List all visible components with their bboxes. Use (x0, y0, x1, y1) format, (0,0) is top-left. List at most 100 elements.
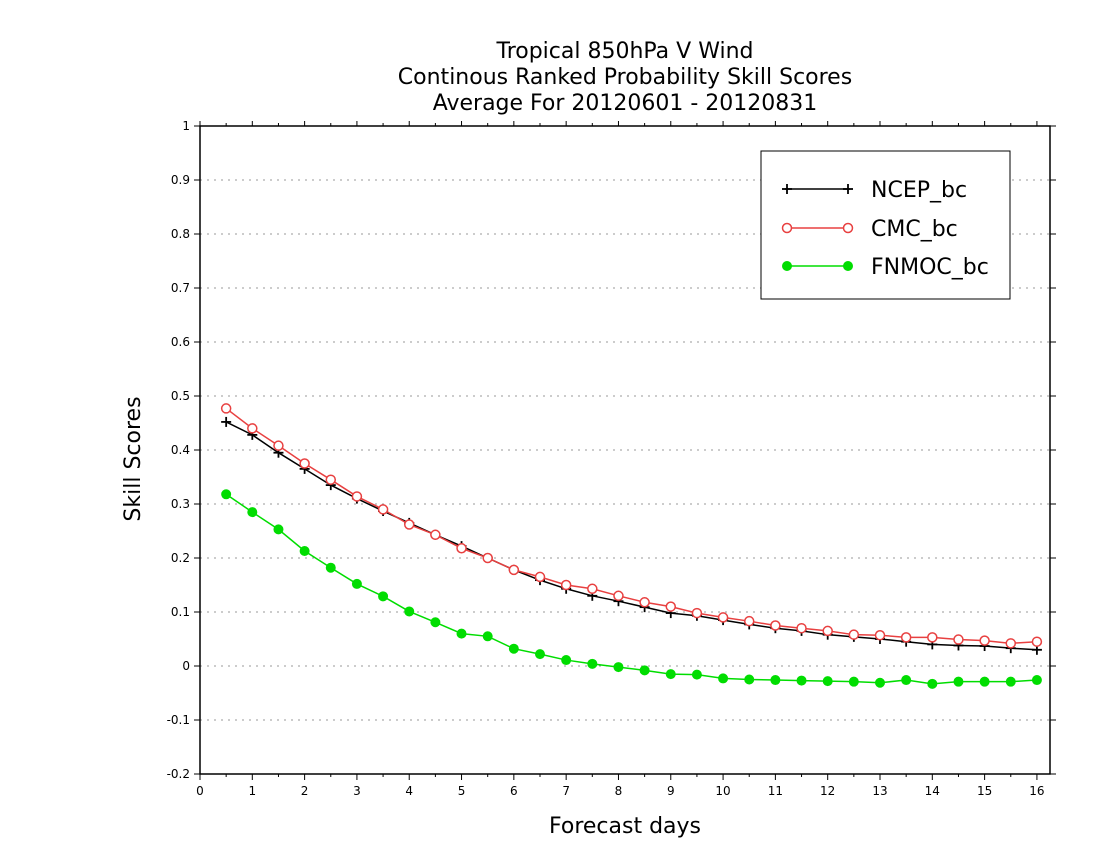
data-point-cmc-bc (743, 615, 755, 627)
legend-label-fnmoc-bc: FNMOC_bc (871, 255, 989, 280)
legend: NCEP_bc CMC_bc FNMOC_bc (760, 150, 1011, 300)
data-point-cmc-bc (822, 625, 833, 637)
data-point-fnmoc-bc (691, 669, 702, 680)
x-tick-label: 12 (820, 784, 835, 798)
data-point-cmc-bc (927, 632, 938, 643)
data-point-cmc-bc (220, 403, 232, 414)
data-point-fnmoc-bc (587, 658, 598, 669)
data-point-fnmoc-bc (535, 649, 545, 660)
data-point-cmc-bc (717, 612, 729, 623)
series-line-ncep-bc (225, 421, 1037, 651)
data-point-fnmoc-bc (822, 676, 833, 687)
data-point-cmc-bc (351, 491, 363, 502)
series-line-fnmoc-bc (225, 493, 1037, 685)
data-point-cmc-bc (900, 632, 912, 643)
chart-title-line-1: Tropical 850hPa V Wind (495, 39, 753, 64)
data-point-cmc-bc (1005, 638, 1017, 649)
y-tick-label: 0.5 (171, 389, 190, 403)
x-tick-label: 10 (715, 784, 730, 798)
data-point-cmc-bc (1031, 636, 1043, 647)
data-point-fnmoc-bc (770, 675, 781, 686)
data-point-fnmoc-bc (718, 673, 729, 684)
data-point-fnmoc-bc (299, 545, 310, 556)
data-point-ncep-bc (221, 416, 232, 427)
y-tick-label: 1 (182, 119, 190, 133)
grid-lines (200, 179, 1050, 721)
y-tick-label: 0.4 (171, 443, 190, 457)
data-point-fnmoc-bc (979, 676, 990, 687)
data-point-fnmoc-bc (273, 524, 284, 535)
tick-labels: -0.2-0.100.10.20.30.40.50.60.70.80.910 1 2… (167, 119, 1056, 798)
series-fnmoc-bc (221, 489, 1042, 689)
series (220, 403, 1043, 689)
data-point-cmc-bc (299, 458, 310, 469)
x-tick-label: 4 (405, 784, 413, 798)
data-point-cmc-bc (953, 634, 964, 645)
legend-label-ncep-bc: NCEP_bc (871, 178, 967, 203)
chart-title-line-3: Average For 20120601 - 20120831 (433, 91, 818, 116)
data-point-cmc-bc (665, 601, 677, 612)
data-point-fnmoc-bc (482, 631, 493, 642)
data-point-cmc-bc (979, 635, 990, 646)
data-point-fnmoc-bc (221, 489, 232, 500)
y-tick-label: 0.2 (171, 551, 190, 565)
data-point-cmc-bc (560, 579, 572, 591)
data-point-cmc-bc (456, 543, 467, 554)
data-point-cmc-bc (874, 629, 886, 641)
y-tick-label: 0 (182, 659, 190, 673)
data-point-cmc-bc (639, 597, 650, 608)
data-point-fnmoc-bc (953, 676, 964, 687)
x-tick-label: 2 (301, 784, 309, 798)
data-point-fnmoc-bc (561, 655, 572, 666)
x-axis-label: Forecast days (549, 814, 701, 839)
data-point-fnmoc-bc (796, 675, 807, 686)
series-ncep-bc (221, 416, 1042, 655)
data-point-cmc-bc (508, 564, 520, 576)
x-tick-label: 0 (196, 784, 204, 798)
x-tick-label: 16 (1029, 784, 1044, 798)
data-point-fnmoc-bc (1031, 675, 1042, 686)
x-tick-label: 3 (353, 784, 361, 798)
data-point-cmc-bc (247, 423, 258, 434)
data-point-fnmoc-bc (430, 617, 441, 628)
x-tick-label: 14 (925, 784, 940, 798)
data-point-cmc-bc (770, 620, 781, 631)
data-point-fnmoc-bc (456, 628, 467, 639)
legend-marker-ncep-bc (782, 184, 792, 194)
data-point-cmc-bc (403, 519, 415, 530)
data-point-fnmoc-bc (848, 676, 859, 687)
data-point-cmc-bc (273, 440, 284, 451)
data-point-fnmoc-bc (508, 643, 519, 654)
data-point-cmc-bc (534, 571, 546, 583)
x-tick-label: 8 (615, 784, 623, 798)
legend-marker-fnmoc-bc (782, 261, 792, 271)
y-tick-label: 0.8 (171, 227, 190, 241)
legend-marker-ncep-bc (843, 184, 853, 194)
y-tick-label: 0.3 (171, 497, 190, 511)
x-tick-label: 7 (562, 784, 570, 798)
data-point-fnmoc-bc (378, 591, 389, 602)
y-tick-label: 0.1 (171, 605, 190, 619)
series-line-cmc-bc (225, 407, 1037, 645)
data-point-cmc-bc (377, 504, 389, 515)
data-point-fnmoc-bc (404, 606, 415, 617)
y-tick-label: 0.6 (171, 335, 190, 349)
data-point-cmc-bc (796, 622, 807, 634)
x-tick-label: 15 (977, 784, 992, 798)
data-point-fnmoc-bc (325, 562, 336, 573)
y-tick-label: -0.2 (167, 767, 190, 781)
legend-box (760, 150, 1011, 300)
data-point-fnmoc-bc (247, 507, 258, 518)
data-point-cmc-bc (848, 629, 860, 640)
chart-title-line-2: Continous Ranked Probability Skill Score… (398, 65, 852, 90)
x-tick-label: 6 (510, 784, 518, 798)
data-point-fnmoc-bc (613, 662, 624, 673)
series-cmc-bc (220, 403, 1043, 649)
x-tick-label: 13 (872, 784, 887, 798)
legend-marker-cmc-bc (781, 222, 793, 234)
data-point-fnmoc-bc (875, 677, 885, 688)
y-axis-label: Skill Scores (121, 396, 146, 521)
x-tick-label: 1 (248, 784, 256, 798)
